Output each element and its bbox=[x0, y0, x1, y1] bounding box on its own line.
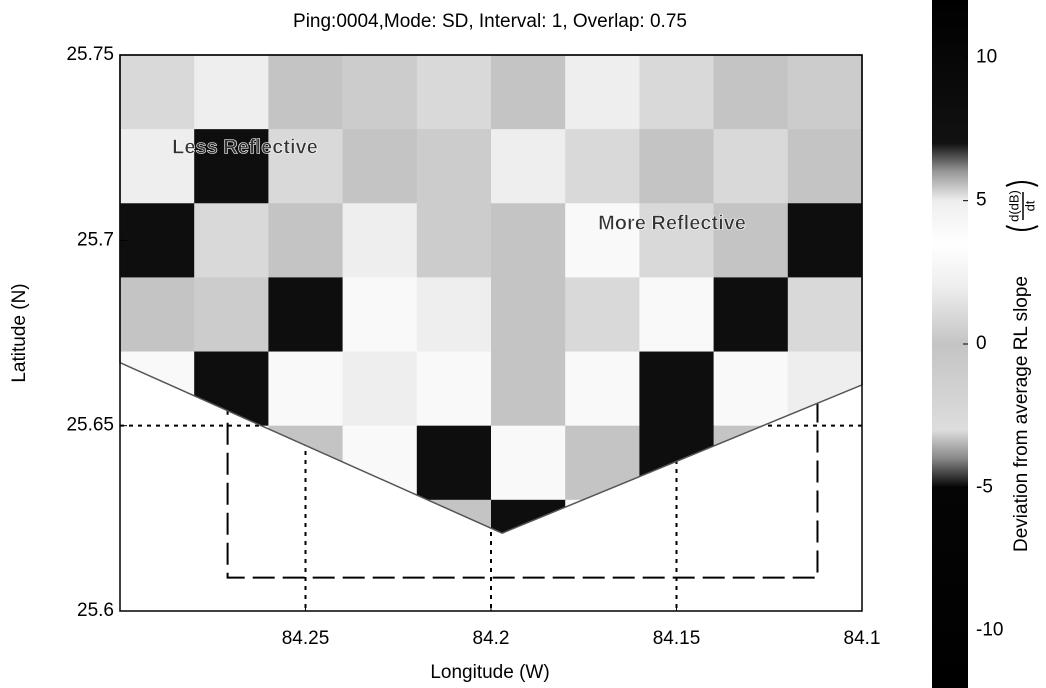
heatmap-cell bbox=[787, 203, 862, 278]
heatmap-cell bbox=[194, 203, 269, 278]
y-axis-label: Latitude (N) bbox=[9, 283, 30, 382]
heatmap-cell bbox=[565, 203, 640, 278]
heatmap-cell bbox=[639, 351, 715, 427]
heatmap-cell bbox=[639, 499, 715, 534]
heatmap-cell bbox=[268, 277, 344, 353]
heatmap-cell bbox=[639, 203, 715, 278]
heatmap-cell bbox=[787, 499, 862, 534]
heatmap-cell bbox=[120, 425, 195, 501]
heatmap-cell bbox=[713, 351, 789, 427]
y-tick-label: 25.75 bbox=[66, 44, 114, 65]
unit-denominator: dt bbox=[1022, 200, 1037, 211]
heatmap-cell bbox=[416, 277, 492, 353]
heatmap-cell bbox=[194, 55, 269, 130]
heatmap-cell bbox=[416, 425, 492, 501]
colorbar bbox=[932, 0, 968, 688]
heatmap-cell bbox=[416, 129, 492, 204]
heatmap-cell bbox=[194, 499, 269, 534]
heatmap-cell bbox=[194, 351, 269, 427]
heatmap-cell bbox=[565, 499, 640, 534]
heatmap-cell bbox=[787, 55, 862, 130]
heatmap-cell bbox=[713, 499, 789, 534]
heatmap-cell bbox=[342, 351, 418, 427]
heatmap-cell bbox=[194, 129, 269, 204]
annotation: More Reflective bbox=[598, 212, 746, 234]
heatmap-cell bbox=[787, 425, 862, 501]
heatmap-cell bbox=[639, 277, 715, 353]
heatmap-cell bbox=[342, 203, 418, 278]
heatmap-cell bbox=[565, 129, 640, 204]
heatmap-cell bbox=[342, 277, 418, 353]
heatmap-cell bbox=[491, 129, 566, 204]
heatmap-cell bbox=[120, 129, 195, 204]
heatmap-cell bbox=[342, 55, 418, 130]
heatmap-cell bbox=[713, 55, 789, 130]
heatmap-cell bbox=[342, 425, 418, 501]
heatmap-cell bbox=[194, 425, 269, 501]
heatmap-cell bbox=[120, 499, 195, 534]
heatmap-cell bbox=[120, 277, 195, 353]
colorbar-tick-label: 10 bbox=[976, 46, 997, 67]
heatmap-cell bbox=[491, 425, 566, 501]
colorbar-tick-label: 0 bbox=[976, 333, 987, 354]
x-axis-label: Longitude (W) bbox=[430, 662, 549, 683]
y-tick-label: 25.6 bbox=[77, 600, 114, 621]
colorbar-title: Deviation from average RL slope bbox=[1011, 276, 1032, 552]
heatmap-cell bbox=[713, 129, 789, 204]
heatmap-cell bbox=[565, 55, 640, 130]
heatmap-cell bbox=[491, 55, 566, 130]
x-tick-label: 84.2 bbox=[473, 628, 510, 649]
heatmap-cell bbox=[787, 277, 862, 353]
colorbar-label: Deviation from average RL slope d(dB) dt bbox=[1005, 181, 1039, 552]
heatmap-cell bbox=[416, 351, 492, 427]
parenthesis bbox=[1005, 181, 1039, 231]
heatmap-cell bbox=[565, 277, 640, 353]
heatmap-cell bbox=[416, 55, 492, 130]
heatmap-cell bbox=[713, 425, 789, 501]
heatmap-cell bbox=[268, 351, 344, 427]
heatmap-cell bbox=[491, 351, 566, 427]
heatmap-cell bbox=[491, 203, 566, 278]
heatmap bbox=[120, 55, 862, 534]
x-tick-label: 84.25 bbox=[282, 628, 330, 649]
heatmap-cell bbox=[268, 55, 344, 130]
heatmap-cell bbox=[639, 129, 715, 204]
unit-numerator: d(dB) bbox=[1006, 190, 1021, 222]
heatmap-cell bbox=[787, 129, 862, 204]
x-tick-label: 84.1 bbox=[844, 628, 881, 649]
x-tick-label: 84.15 bbox=[653, 628, 701, 649]
overlay bbox=[119, 54, 863, 612]
heatmap-cell bbox=[342, 129, 418, 204]
y-tick-label: 25.7 bbox=[77, 229, 114, 250]
y-tick-label: 25.65 bbox=[66, 415, 114, 436]
heatmap-cell bbox=[120, 351, 195, 427]
colorbar-tick-label: 5 bbox=[976, 190, 987, 211]
heatmap-cell bbox=[268, 499, 344, 534]
heatmap-cell bbox=[194, 277, 269, 353]
heatmap-cell bbox=[416, 203, 492, 278]
heatmap-cell bbox=[268, 203, 344, 278]
heatmap-cell bbox=[713, 277, 789, 353]
heatmap-cell bbox=[565, 351, 640, 427]
heatmap-cell bbox=[342, 499, 418, 534]
heatmap-cell bbox=[713, 203, 789, 278]
heatmap-cell bbox=[268, 129, 344, 204]
chart-title: Ping:0004,Mode: SD, Interval: 1, Overlap… bbox=[293, 11, 687, 32]
annotation: Less Reflective bbox=[172, 136, 318, 158]
heatmap-cell bbox=[491, 277, 566, 353]
heatmap-cell bbox=[120, 55, 195, 130]
heatmap-cell bbox=[120, 203, 195, 278]
heatmap-cell bbox=[565, 425, 640, 501]
heatmap-cell bbox=[639, 55, 715, 130]
colorbar-tick-label: -10 bbox=[976, 620, 1003, 641]
colorbar-tick-label: -5 bbox=[976, 476, 993, 497]
